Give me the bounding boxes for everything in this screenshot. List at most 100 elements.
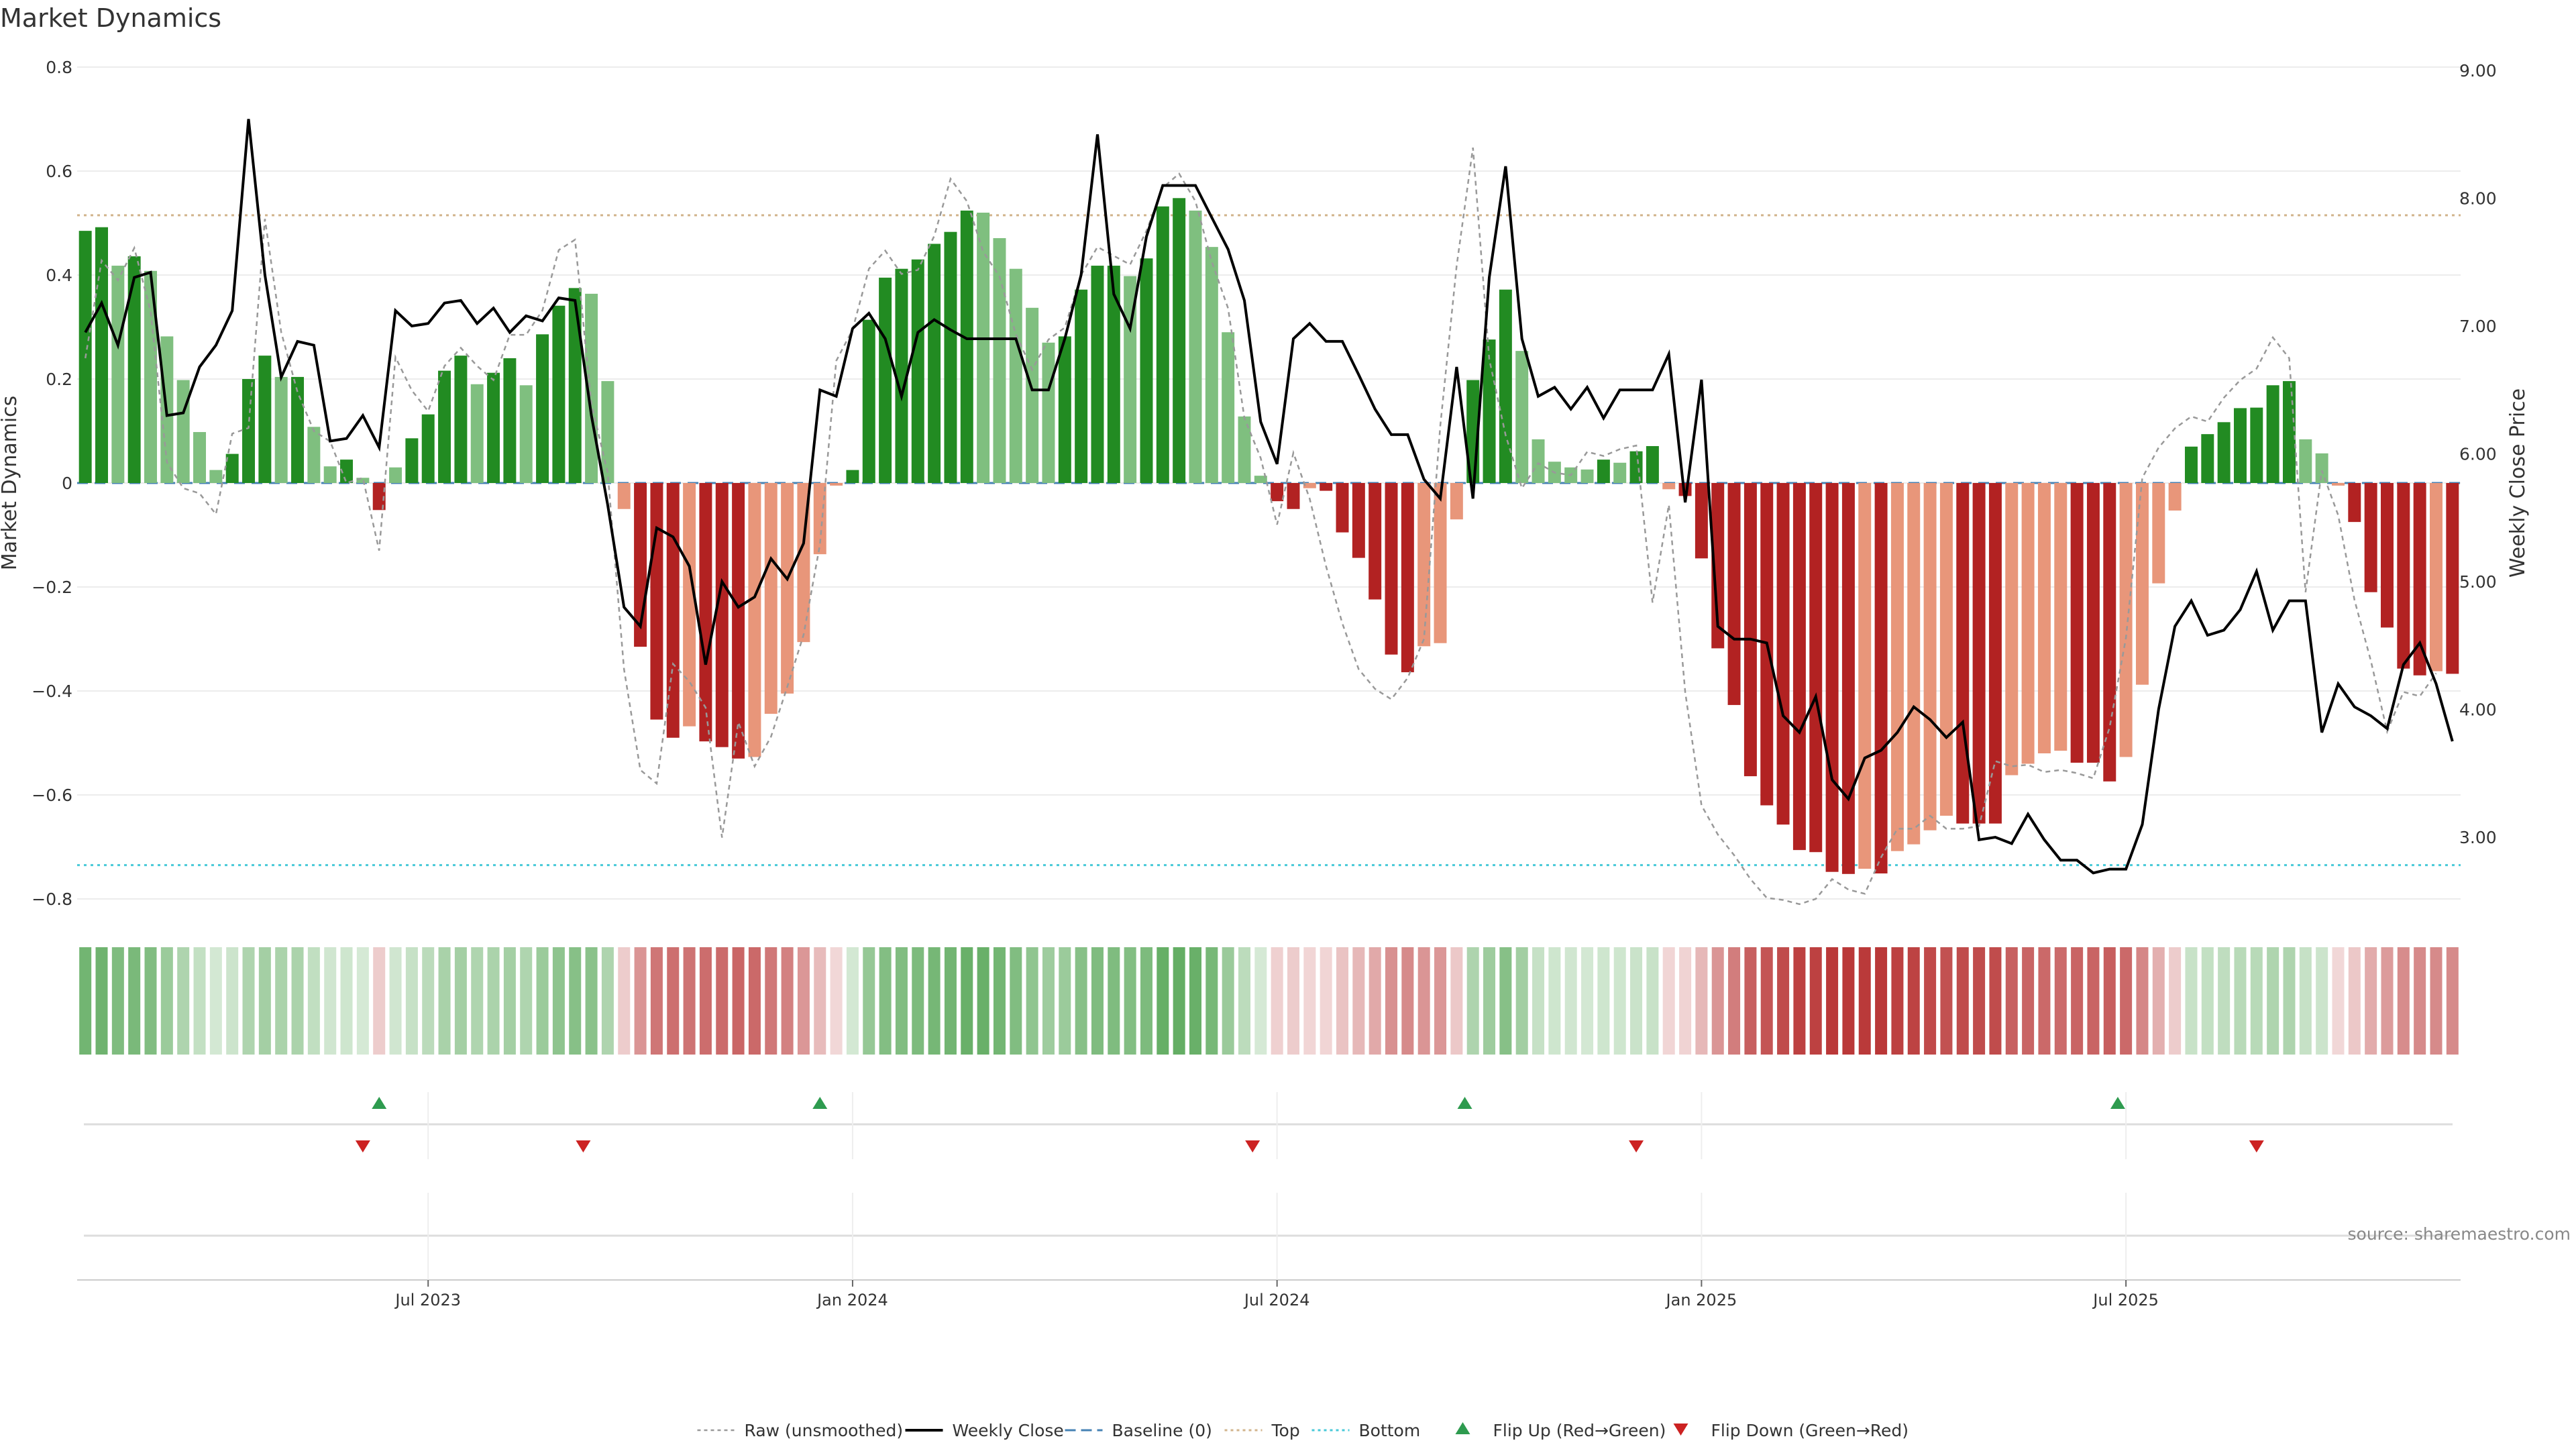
state-cell <box>1026 947 1038 1055</box>
state-cell <box>2446 947 2459 1055</box>
state-cell <box>209 947 222 1055</box>
state-cell <box>2218 947 2231 1055</box>
bar <box>438 370 451 483</box>
state-cell <box>1434 947 1447 1055</box>
state-cell <box>961 947 973 1055</box>
state-cell <box>895 947 908 1055</box>
bar <box>225 453 239 483</box>
flip-down-marker <box>1629 1140 1644 1152</box>
state-cell <box>324 947 337 1055</box>
state-cell <box>2152 947 2165 1055</box>
state-cell <box>1010 947 1022 1055</box>
bar <box>960 210 973 483</box>
bar <box>1532 439 1545 483</box>
y-tick-label: −0.6 <box>32 786 72 805</box>
state-cell <box>2103 947 2116 1055</box>
bar <box>862 319 875 483</box>
chart-title: Market Dynamics <box>0 3 221 33</box>
state-cell <box>1368 947 1381 1055</box>
state-cell <box>1875 947 1888 1055</box>
bar <box>2282 381 2296 483</box>
state-cell <box>2267 947 2279 1055</box>
bar <box>1124 276 1137 483</box>
bar <box>372 483 386 511</box>
state-cell <box>1564 947 1577 1055</box>
state-cell <box>683 947 696 1055</box>
flip-up-marker <box>812 1097 828 1109</box>
state-cell <box>1679 947 1692 1055</box>
bar <box>291 376 305 483</box>
y-tick-label: 0 <box>62 474 72 493</box>
state-cell <box>2414 947 2426 1055</box>
legend-label: Flip Down (Green→Red) <box>1711 1421 1909 1440</box>
state-cell <box>144 947 157 1055</box>
state-cell <box>2038 947 2051 1055</box>
state-cell <box>732 947 745 1055</box>
bar <box>209 470 223 483</box>
state-cell <box>1417 947 1430 1055</box>
bar <box>1107 266 1120 483</box>
state-cell <box>79 947 92 1055</box>
state-cell <box>405 947 418 1055</box>
date-tick-label: Jul 2023 <box>394 1291 461 1309</box>
bar <box>1271 483 1284 502</box>
bar <box>2299 439 2312 483</box>
state-cell <box>1042 947 1055 1055</box>
state-cell <box>1809 947 1822 1055</box>
legend-item-bottom: Bottom <box>1311 1421 1420 1440</box>
state-cell <box>1826 947 1839 1055</box>
state-cell <box>814 947 826 1055</box>
state-cell <box>2054 947 2067 1055</box>
y2-tick-label: 7.00 <box>2459 317 2497 336</box>
state-cell <box>977 947 989 1055</box>
state-cell <box>1238 947 1251 1055</box>
state-cell <box>307 947 320 1055</box>
y-tick-label: −0.8 <box>32 890 72 909</box>
bar <box>1743 483 1757 777</box>
bar <box>666 483 680 738</box>
y-tick-label: 0.2 <box>46 370 72 389</box>
bar <box>1058 336 1071 483</box>
bar <box>1287 483 1300 509</box>
bar <box>1841 483 1855 874</box>
line-series <box>84 119 2454 906</box>
bar <box>830 483 843 486</box>
state-cell <box>552 947 565 1055</box>
bar <box>2331 483 2345 486</box>
state-cell <box>1271 947 1283 1055</box>
bar <box>552 305 566 483</box>
state-cell <box>258 947 271 1055</box>
legend-label: Flip Up (Red→Green) <box>1493 1421 1666 1440</box>
state-cell <box>2087 947 2100 1055</box>
state-cell <box>356 947 369 1055</box>
bar <box>977 213 990 483</box>
bar <box>1907 483 1921 845</box>
state-cell <box>1924 947 1937 1055</box>
state-cell <box>1352 947 1365 1055</box>
bar <box>1385 483 1398 655</box>
bar <box>1205 247 1218 483</box>
state-cell <box>1842 947 1855 1055</box>
y-tick-label: −0.4 <box>32 682 72 701</box>
state-cell <box>1189 947 1201 1055</box>
bar <box>699 483 712 742</box>
bar <box>2364 483 2377 592</box>
raw-series-line <box>84 147 2437 906</box>
bar <box>1075 289 1088 483</box>
bar <box>2184 446 2198 483</box>
state-cell <box>1222 947 1234 1055</box>
state-cell <box>520 947 533 1055</box>
state-cell <box>797 947 810 1055</box>
state-cell <box>1891 947 1904 1055</box>
legend-swatch <box>1455 1422 1470 1434</box>
legend: Raw (unsmoothed) Weekly Close Baseline (0)… <box>697 1421 1909 1440</box>
bar <box>764 483 777 714</box>
bar <box>1646 445 1659 483</box>
bar <box>2168 483 2182 511</box>
state-cell <box>2397 947 2410 1055</box>
state-cell <box>1695 947 1708 1055</box>
state-cell <box>454 947 467 1055</box>
axis-ticks: 0.8 0.6 0.4 0.2 0 −0.2 −0.4 −0.6 −0.8 9.00 8.00 7.0… <box>32 58 2496 909</box>
bar <box>928 244 941 483</box>
